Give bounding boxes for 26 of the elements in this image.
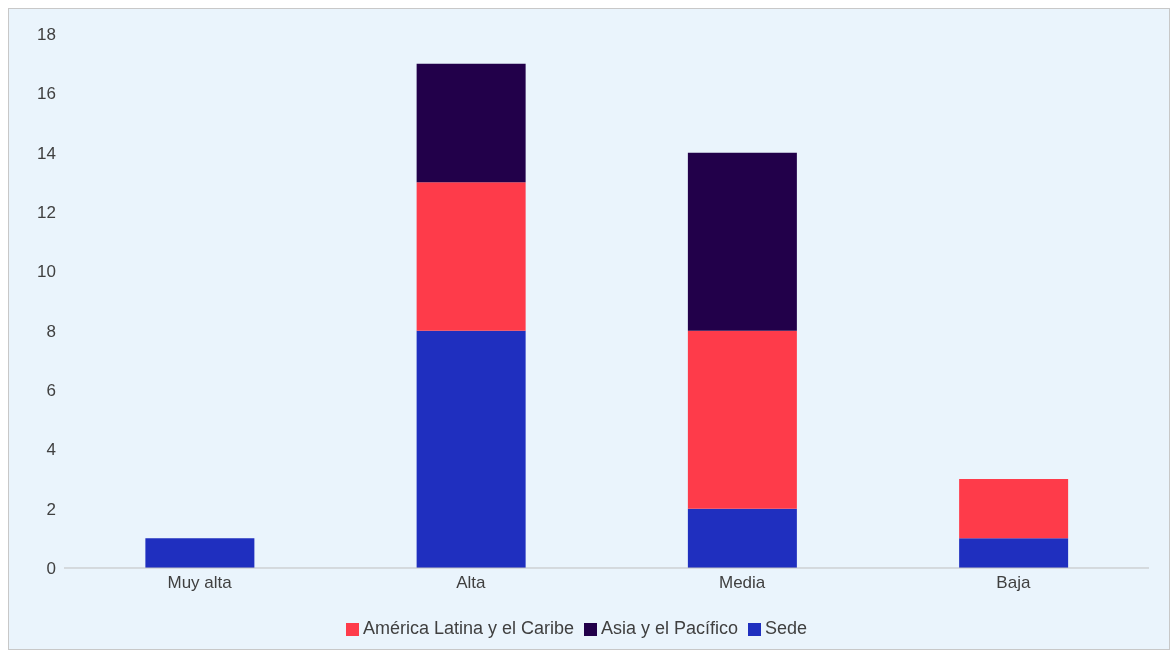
legend-label: Sede [765, 618, 808, 638]
bar [416, 182, 526, 331]
y-tick-label: 4 [46, 440, 56, 460]
y-tick-label: 6 [46, 381, 56, 401]
bar [959, 538, 1069, 568]
bar [687, 152, 797, 331]
bar [416, 330, 526, 568]
bar [687, 330, 797, 509]
bar [416, 63, 526, 183]
bar [959, 479, 1069, 539]
legend-label: Asia y el Pacífico [601, 618, 739, 638]
bar [687, 508, 797, 568]
y-tick-label: 10 [37, 262, 56, 282]
y-tick-label: 16 [37, 84, 56, 104]
bar [145, 538, 255, 568]
y-tick-label: 0 [46, 559, 56, 579]
y-tick-label: 2 [46, 499, 56, 519]
y-tick-label: 14 [37, 143, 56, 163]
x-tick-label: Alta [456, 573, 487, 593]
x-tick-label: Muy alta [167, 573, 233, 593]
y-tick-label: 18 [37, 25, 56, 45]
y-tick-label: 8 [46, 321, 56, 341]
x-tick-label: Baja [996, 573, 1031, 593]
y-tick-label: 12 [37, 203, 56, 223]
legend-label: América Latina y el Caribe [362, 618, 574, 638]
x-tick-label: Media [718, 573, 766, 593]
